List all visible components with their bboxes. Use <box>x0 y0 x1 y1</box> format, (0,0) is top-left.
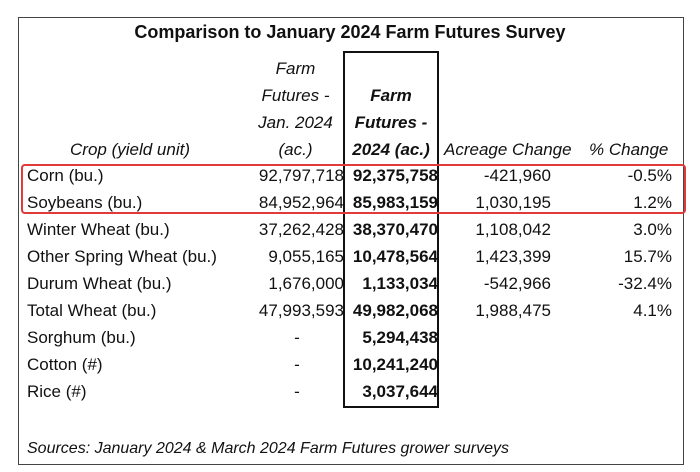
header-jan-line: (ac.) <box>278 140 313 159</box>
header-2024-line: 2024 (ac.) <box>352 140 430 159</box>
header-jan-line: Jan. 2024 <box>258 113 333 132</box>
crop-cell: Cotton (#) <box>27 355 103 374</box>
table-row-durum-wheat: Durum Wheat (bu.) 1,676,000 1,133,034 -5… <box>0 270 700 297</box>
pct-change-cell: -32.4% <box>618 274 672 293</box>
header-jan-line: Farm <box>275 59 316 78</box>
jan-cell: - <box>294 328 300 347</box>
acreage-change-cell: 1,988,475 <box>475 301 551 320</box>
v24-cell: 10,241,240 <box>352 355 438 374</box>
v24-cell: 85,983,159 <box>352 193 438 212</box>
table-row-soybeans: Soybeans (bu.) 84,952,964 85,983,159 1,0… <box>0 189 700 216</box>
acreage-change-cell: 1,108,042 <box>475 220 551 239</box>
table-row-winter-wheat: Winter Wheat (bu.) 37,262,428 38,370,470… <box>0 216 700 243</box>
highlight-2024-column-box <box>343 51 439 408</box>
table-row-corn: Corn (bu.) 92,797,718 92,375,758 -421,96… <box>0 162 700 189</box>
jan-cell: 84,952,964 <box>258 193 344 212</box>
jan-cell: 47,993,593 <box>258 301 344 320</box>
v24-cell: 49,982,068 <box>352 301 438 320</box>
table-frame <box>18 17 684 465</box>
header-crop: Crop (yield unit) <box>70 140 190 159</box>
pct-change-cell: -0.5% <box>627 166 672 185</box>
v24-cell: 92,375,758 <box>352 166 438 185</box>
pct-change-cell: 15.7% <box>623 247 672 266</box>
v24-cell: 3,037,644 <box>362 382 438 401</box>
v24-cell: 1,133,034 <box>362 274 438 293</box>
crop-cell: Other Spring Wheat (bu.) <box>27 247 217 266</box>
acreage-change-cell: 1,030,195 <box>475 193 551 212</box>
header-2024-line: Farm <box>370 86 412 105</box>
header-acreage-change: Acreage Change <box>444 140 572 159</box>
crop-cell: Winter Wheat (bu.) <box>27 220 170 239</box>
jan-cell: 9,055,165 <box>268 247 344 266</box>
crop-cell: Durum Wheat (bu.) <box>27 274 172 293</box>
v24-cell: 38,370,470 <box>352 220 438 239</box>
table-row-other-spring-wheat: Other Spring Wheat (bu.) 9,055,165 10,47… <box>0 243 700 270</box>
jan-cell: 92,797,718 <box>258 166 344 185</box>
pct-change-cell: 4.1% <box>633 301 672 320</box>
v24-cell: 5,294,438 <box>362 328 438 347</box>
table-row-sorghum: Sorghum (bu.) - 5,294,438 <box>0 324 700 351</box>
crop-cell: Sorghum (bu.) <box>27 328 136 347</box>
header-jan-line: Futures - <box>261 86 330 105</box>
pct-change-cell: 1.2% <box>633 193 672 212</box>
jan-cell: - <box>294 382 300 401</box>
table-title: Comparison to January 2024 Farm Futures … <box>134 22 566 42</box>
header-pct-change: % Change <box>589 140 669 159</box>
source-note: Sources: January 2024 & March 2024 Farm … <box>27 440 509 457</box>
crop-cell: Corn (bu.) <box>27 166 104 185</box>
header-2024-line: Futures - <box>354 113 428 132</box>
table-row-total-wheat: Total Wheat (bu.) 47,993,593 49,982,068 … <box>0 297 700 324</box>
header-2024: Farm Futures - 2024 (ac.) <box>343 82 439 163</box>
crop-cell: Total Wheat (bu.) <box>27 301 157 320</box>
acreage-change-cell: 1,423,399 <box>475 247 551 266</box>
jan-cell: 1,676,000 <box>268 274 344 293</box>
jan-cell: 37,262,428 <box>258 220 344 239</box>
table-row-rice: Rice (#) - 3,037,644 <box>0 378 700 405</box>
jan-cell: - <box>294 355 300 374</box>
highlight-corn-soybeans-box <box>21 164 686 214</box>
table-row-cotton: Cotton (#) - 10,241,240 <box>0 351 700 378</box>
acreage-change-cell: -542,966 <box>483 274 551 293</box>
pct-change-cell: 3.0% <box>633 220 672 239</box>
v24-cell: 10,478,564 <box>352 247 438 266</box>
crop-cell: Soybeans (bu.) <box>27 193 143 212</box>
acreage-change-cell: -421,960 <box>483 166 551 185</box>
header-jan-2024: Farm Futures - Jan. 2024 (ac.) <box>248 55 343 163</box>
crop-cell: Rice (#) <box>27 382 87 401</box>
